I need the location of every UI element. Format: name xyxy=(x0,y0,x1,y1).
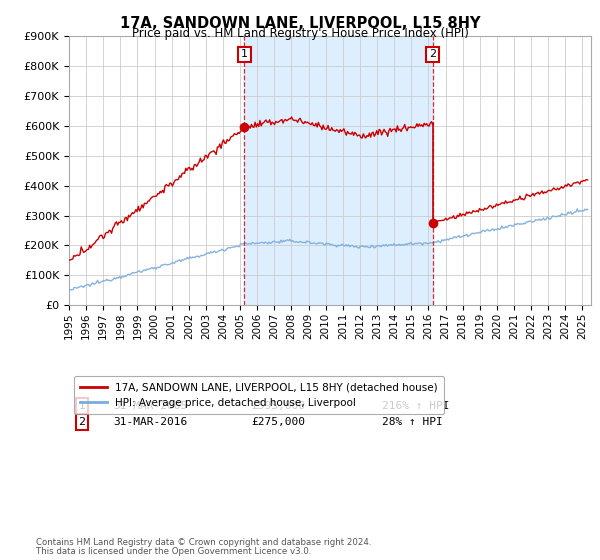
Text: £275,000: £275,000 xyxy=(252,417,306,427)
Text: £595,000: £595,000 xyxy=(252,401,306,411)
Text: 1: 1 xyxy=(79,401,86,411)
Text: 28% ↑ HPI: 28% ↑ HPI xyxy=(382,417,443,427)
Text: 2: 2 xyxy=(79,417,86,427)
Text: 31-MAR-2005: 31-MAR-2005 xyxy=(113,401,188,411)
Text: 1: 1 xyxy=(241,49,248,59)
Text: 216% ↑ HPI: 216% ↑ HPI xyxy=(382,401,450,411)
Text: Price paid vs. HM Land Registry's House Price Index (HPI): Price paid vs. HM Land Registry's House … xyxy=(131,27,469,40)
Legend: 17A, SANDOWN LANE, LIVERPOOL, L15 8HY (detached house), HPI: Average price, deta: 17A, SANDOWN LANE, LIVERPOOL, L15 8HY (d… xyxy=(74,376,444,414)
Text: Contains HM Land Registry data © Crown copyright and database right 2024.: Contains HM Land Registry data © Crown c… xyxy=(36,539,371,548)
Text: This data is licensed under the Open Government Licence v3.0.: This data is licensed under the Open Gov… xyxy=(36,548,311,557)
Text: 2: 2 xyxy=(429,49,436,59)
Text: 17A, SANDOWN LANE, LIVERPOOL, L15 8HY: 17A, SANDOWN LANE, LIVERPOOL, L15 8HY xyxy=(120,16,480,31)
Bar xyxy=(244,36,433,305)
Text: 31-MAR-2016: 31-MAR-2016 xyxy=(113,417,188,427)
